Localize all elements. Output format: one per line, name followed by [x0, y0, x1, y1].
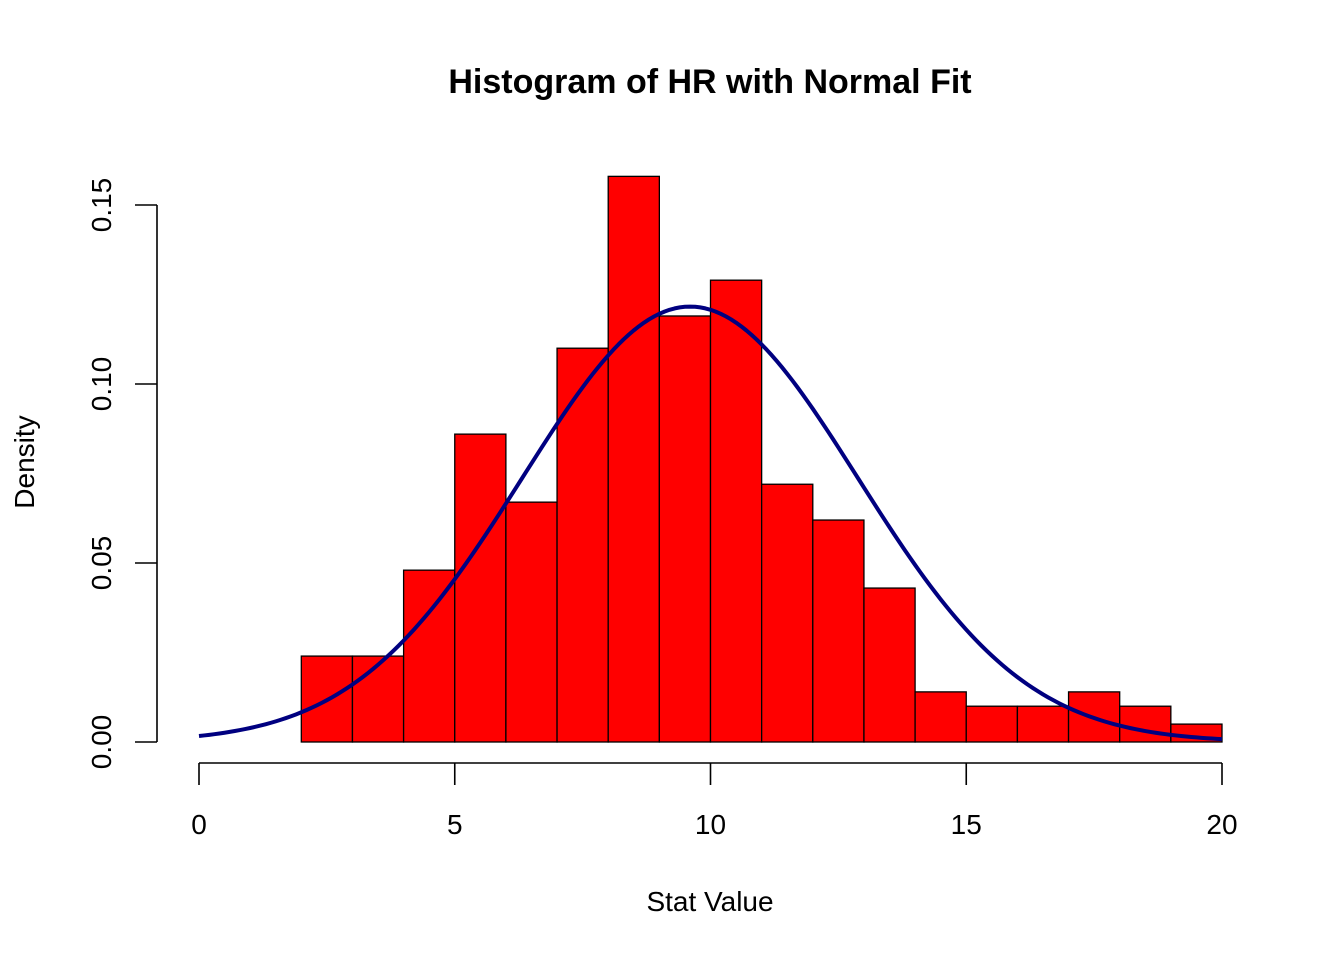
histogram-bar-4-5	[402, 569, 456, 743]
x-axis: 0 5 10 15 20	[191, 762, 1238, 840]
histogram-bar-18-19	[1119, 705, 1172, 743]
histogram-bar-10-11	[709, 279, 763, 743]
histogram-bar-14-15	[914, 691, 967, 743]
y-axis: 0.00 0.05 0.10 0.15	[86, 178, 158, 770]
y-tick-label: 0.10	[86, 357, 117, 412]
histogram-bar-9-10	[658, 315, 712, 743]
histogram-bar-5-6	[454, 433, 507, 743]
histogram-bar-13-14	[863, 587, 916, 743]
normal-fit-curve	[198, 304, 1223, 742]
y-tick-label: 0.00	[86, 715, 117, 770]
x-tick-label: 20	[1206, 809, 1237, 840]
x-axis-label: Stat Value	[646, 886, 773, 917]
chart-title: Histogram of HR with Normal Fit	[448, 63, 971, 101]
histogram-bar-6-7	[505, 501, 558, 743]
y-tick-label: 0.05	[86, 536, 117, 591]
x-tick-label: 15	[951, 809, 982, 840]
histogram-bar-3-4	[351, 655, 405, 743]
histogram-bar-7-8	[556, 347, 609, 743]
histogram-bar-16-17	[1016, 705, 1070, 743]
histogram-bar-12-13	[812, 519, 865, 743]
histogram-bar-8-9	[607, 175, 661, 743]
x-tick-label: 10	[695, 809, 726, 840]
histogram-bars	[300, 175, 1223, 743]
x-tick-label: 0	[191, 809, 207, 840]
histogram-bar-15-16	[965, 705, 1019, 743]
histogram-bar-11-12	[761, 483, 814, 743]
y-axis-label: Density	[9, 415, 40, 508]
y-tick-label: 0.15	[86, 178, 117, 233]
x-tick-label: 5	[447, 809, 463, 840]
